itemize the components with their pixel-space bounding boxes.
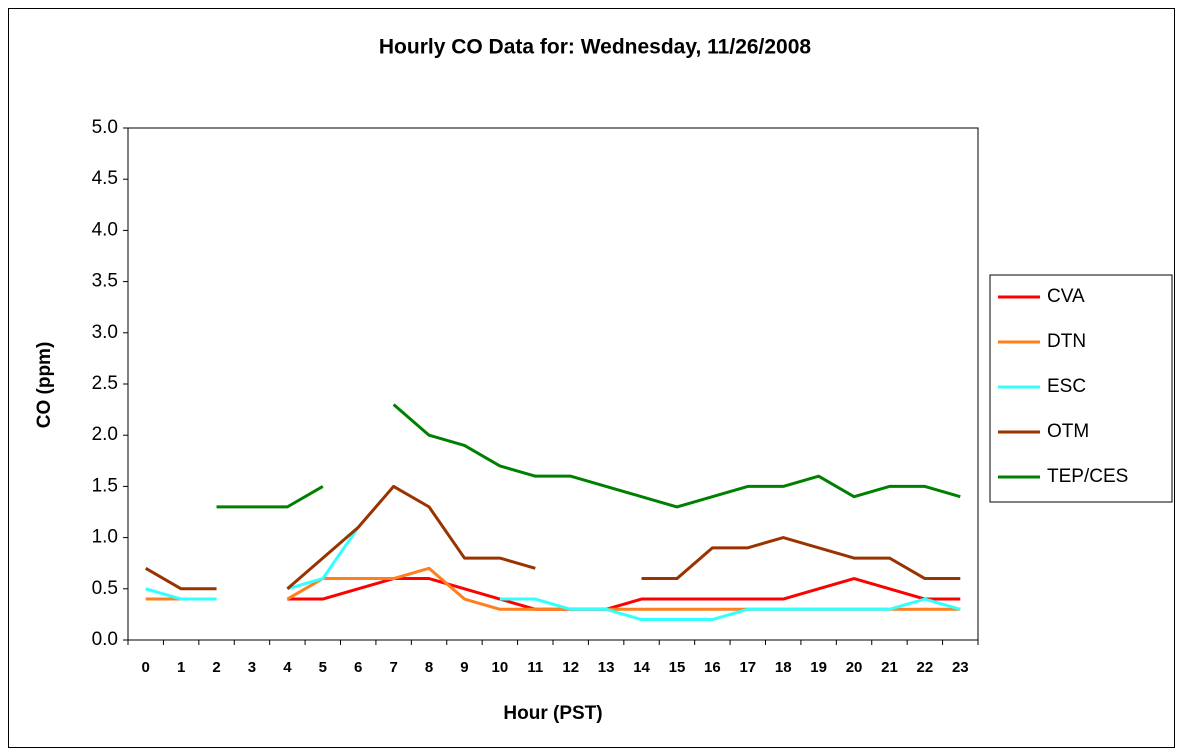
x-tick-label: 1 bbox=[177, 659, 185, 676]
y-tick-label: 0.0 bbox=[92, 629, 118, 650]
y-tick-label: 4.0 bbox=[92, 219, 118, 240]
x-tick-label: 16 bbox=[704, 659, 721, 676]
x-tick-label: 7 bbox=[389, 659, 397, 676]
x-tick-label: 17 bbox=[739, 659, 756, 676]
x-tick-label: 15 bbox=[669, 659, 686, 676]
legend-label: DTN bbox=[1047, 331, 1086, 352]
x-tick-label: 11 bbox=[527, 659, 543, 676]
x-tick-label: 4 bbox=[283, 659, 292, 676]
y-tick-label: 2.0 bbox=[92, 424, 118, 445]
series-line bbox=[145, 587, 217, 601]
x-tick-label: 22 bbox=[917, 659, 934, 676]
series-line bbox=[499, 597, 961, 622]
y-tick-label: 4.5 bbox=[92, 168, 118, 189]
y-tick-label: 1.0 bbox=[92, 527, 118, 548]
series-line bbox=[286, 484, 536, 590]
x-tick-label: 3 bbox=[248, 659, 256, 676]
y-axis-label: CO (ppm) bbox=[34, 342, 55, 429]
legend-label: OTM bbox=[1047, 421, 1089, 442]
plot-area bbox=[128, 128, 978, 640]
y-tick-label: 3.5 bbox=[92, 271, 118, 292]
x-tick-label: 14 bbox=[633, 659, 650, 676]
series-line bbox=[216, 485, 324, 509]
legend-label: ESC bbox=[1047, 376, 1086, 397]
x-tick-label: 21 bbox=[881, 659, 898, 676]
chart-title: Hourly CO Data for: Wednesday, 11/26/200… bbox=[379, 36, 812, 59]
x-tick-label: 8 bbox=[425, 659, 433, 676]
x-tick-label: 0 bbox=[142, 659, 150, 676]
x-tick-label: 5 bbox=[319, 659, 327, 676]
y-tick-label: 1.5 bbox=[92, 475, 118, 496]
x-tick-label: 23 bbox=[952, 659, 969, 676]
x-tick-label: 18 bbox=[775, 659, 792, 676]
x-tick-label: 6 bbox=[354, 659, 362, 676]
legend-label: CVA bbox=[1047, 286, 1085, 307]
x-tick-label: 13 bbox=[598, 659, 615, 676]
legend-label: TEP/CES bbox=[1047, 466, 1128, 487]
y-tick-label: 2.5 bbox=[92, 373, 118, 394]
x-tick-label: 2 bbox=[212, 659, 220, 676]
x-tick-label: 10 bbox=[492, 659, 509, 676]
series-line bbox=[144, 567, 217, 591]
series-line bbox=[286, 526, 360, 591]
series-line bbox=[641, 536, 961, 581]
y-tick-label: 0.5 bbox=[92, 578, 118, 599]
x-tick-label: 12 bbox=[562, 659, 579, 676]
x-tick-label: 9 bbox=[460, 659, 468, 676]
y-tick-label: 3.0 bbox=[92, 322, 118, 343]
series-line bbox=[287, 577, 961, 611]
plot-border bbox=[127, 127, 979, 641]
y-tick-label: 5.0 bbox=[92, 117, 118, 138]
series-line bbox=[392, 403, 961, 509]
x-tick-label: 20 bbox=[846, 659, 863, 676]
x-axis-label: Hour (PST) bbox=[503, 703, 602, 724]
x-tick-label: 19 bbox=[810, 659, 827, 676]
